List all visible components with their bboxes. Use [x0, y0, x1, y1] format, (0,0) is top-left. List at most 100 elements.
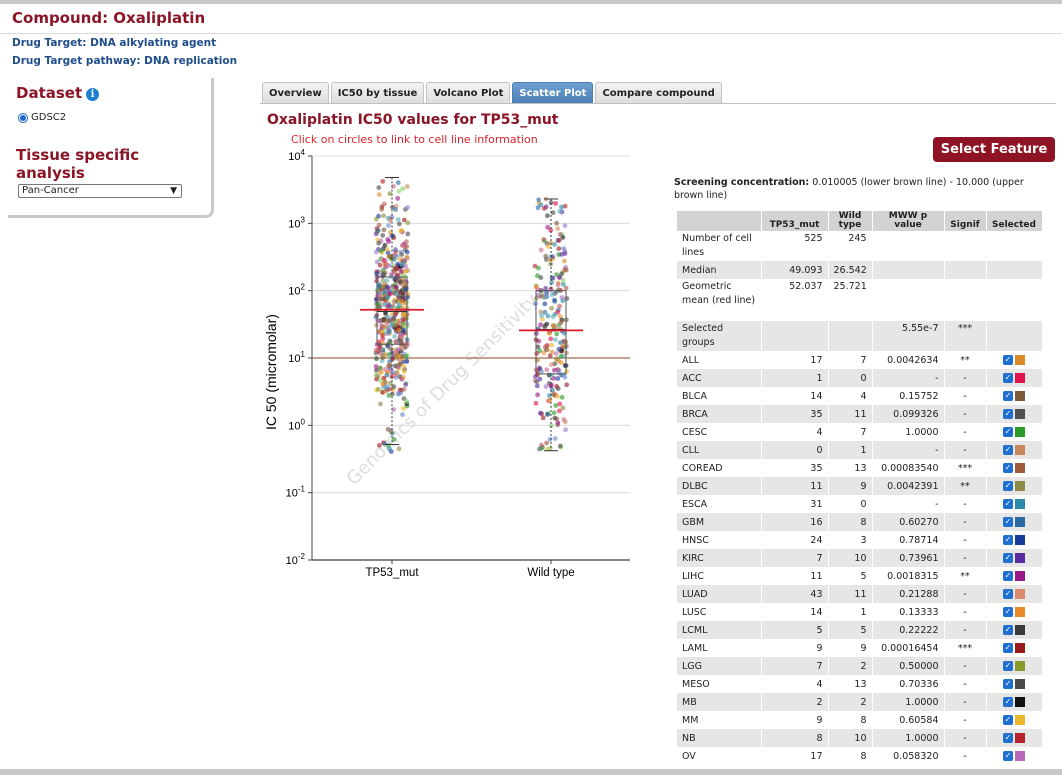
data-point[interactable]: [396, 390, 402, 396]
data-point[interactable]: [562, 258, 567, 264]
tissue-checkbox[interactable]: ✓: [1003, 643, 1013, 653]
data-point[interactable]: [541, 206, 547, 211]
data-point[interactable]: [556, 368, 562, 373]
data-point[interactable]: [538, 309, 544, 315]
data-point[interactable]: [552, 299, 558, 304]
data-point[interactable]: [547, 397, 553, 403]
tissue-checkbox[interactable]: ✓: [1003, 373, 1013, 383]
data-point[interactable]: [392, 266, 398, 271]
data-point[interactable]: [398, 339, 403, 344]
data-point[interactable]: [542, 325, 548, 330]
data-point[interactable]: [560, 343, 566, 349]
tissue-checkbox[interactable]: ✓: [1003, 679, 1013, 689]
data-point[interactable]: [386, 363, 391, 369]
data-point[interactable]: [555, 420, 561, 426]
data-point[interactable]: [398, 228, 403, 234]
data-point[interactable]: [564, 296, 570, 301]
data-point[interactable]: [563, 285, 569, 291]
tissue-checkbox[interactable]: ✓: [1003, 661, 1013, 671]
data-point[interactable]: [374, 271, 379, 276]
data-point[interactable]: [550, 323, 556, 328]
data-point[interactable]: [563, 267, 569, 273]
data-point[interactable]: [374, 259, 380, 265]
data-point[interactable]: [391, 437, 397, 442]
data-point[interactable]: [401, 406, 406, 411]
data-point[interactable]: [403, 354, 409, 359]
data-point[interactable]: [552, 415, 558, 421]
data-point[interactable]: [550, 210, 556, 216]
data-point[interactable]: [540, 415, 546, 421]
data-point[interactable]: [396, 302, 402, 307]
data-point[interactable]: [379, 207, 385, 212]
data-point[interactable]: [400, 257, 405, 263]
data-point[interactable]: [543, 294, 549, 300]
tissue-checkbox[interactable]: ✓: [1003, 571, 1013, 581]
data-point[interactable]: [391, 317, 396, 322]
data-point[interactable]: [373, 322, 379, 328]
data-point[interactable]: [549, 280, 555, 285]
data-point[interactable]: [533, 400, 539, 406]
tissue-checkbox[interactable]: ✓: [1003, 409, 1013, 419]
data-point[interactable]: [374, 367, 379, 373]
data-point[interactable]: [377, 262, 383, 268]
data-point[interactable]: [375, 300, 380, 306]
data-point[interactable]: [404, 249, 410, 255]
data-point[interactable]: [555, 282, 561, 288]
data-point[interactable]: [382, 367, 388, 372]
data-point[interactable]: [561, 282, 566, 287]
data-point[interactable]: [405, 220, 411, 226]
data-point[interactable]: [386, 302, 392, 308]
data-point[interactable]: [392, 269, 397, 275]
data-point[interactable]: [378, 377, 383, 383]
data-point[interactable]: [548, 336, 554, 342]
data-point[interactable]: [539, 442, 544, 448]
data-point[interactable]: [543, 384, 549, 389]
data-point[interactable]: [400, 322, 406, 327]
data-point[interactable]: [400, 273, 406, 279]
data-point[interactable]: [549, 292, 555, 297]
data-point[interactable]: [556, 246, 562, 251]
tissue-checkbox[interactable]: ✓: [1003, 355, 1013, 365]
data-point[interactable]: [538, 202, 544, 208]
data-point[interactable]: [557, 313, 563, 319]
tissue-checkbox[interactable]: ✓: [1003, 697, 1013, 707]
data-point[interactable]: [562, 251, 568, 256]
data-point[interactable]: [555, 394, 560, 399]
data-point[interactable]: [377, 304, 382, 310]
data-point[interactable]: [400, 186, 406, 191]
data-point[interactable]: [399, 252, 405, 257]
data-point[interactable]: [385, 314, 391, 320]
data-point[interactable]: [386, 393, 392, 398]
data-point[interactable]: [391, 384, 397, 390]
tissue-checkbox[interactable]: ✓: [1003, 715, 1013, 725]
data-point[interactable]: [539, 369, 544, 374]
data-point[interactable]: [388, 429, 394, 435]
data-point[interactable]: [561, 246, 567, 251]
data-point[interactable]: [556, 346, 562, 352]
data-point[interactable]: [557, 401, 563, 407]
data-point[interactable]: [400, 412, 405, 418]
data-point[interactable]: [562, 419, 568, 425]
data-point[interactable]: [532, 263, 538, 269]
tissue-checkbox[interactable]: ✓: [1003, 589, 1013, 599]
data-point[interactable]: [388, 367, 394, 372]
data-point[interactable]: [392, 276, 398, 282]
data-point[interactable]: [537, 376, 543, 382]
horizontal-scrollbar[interactable]: [0, 769, 1062, 775]
data-point[interactable]: [378, 248, 384, 254]
tissue-checkbox[interactable]: ✓: [1003, 535, 1013, 545]
data-point[interactable]: [548, 200, 554, 206]
data-point[interactable]: [405, 184, 410, 189]
tab-volcano-plot[interactable]: Volcano Plot: [426, 82, 511, 104]
data-point[interactable]: [545, 224, 551, 230]
data-point[interactable]: [554, 220, 559, 226]
data-point[interactable]: [554, 272, 559, 277]
tissue-checkbox[interactable]: ✓: [1003, 391, 1013, 401]
data-point[interactable]: [538, 247, 544, 253]
data-point[interactable]: [564, 382, 570, 388]
data-point[interactable]: [555, 226, 561, 232]
data-point[interactable]: [396, 346, 402, 352]
data-point[interactable]: [405, 291, 411, 296]
data-point[interactable]: [539, 313, 544, 318]
data-point[interactable]: [380, 233, 386, 238]
